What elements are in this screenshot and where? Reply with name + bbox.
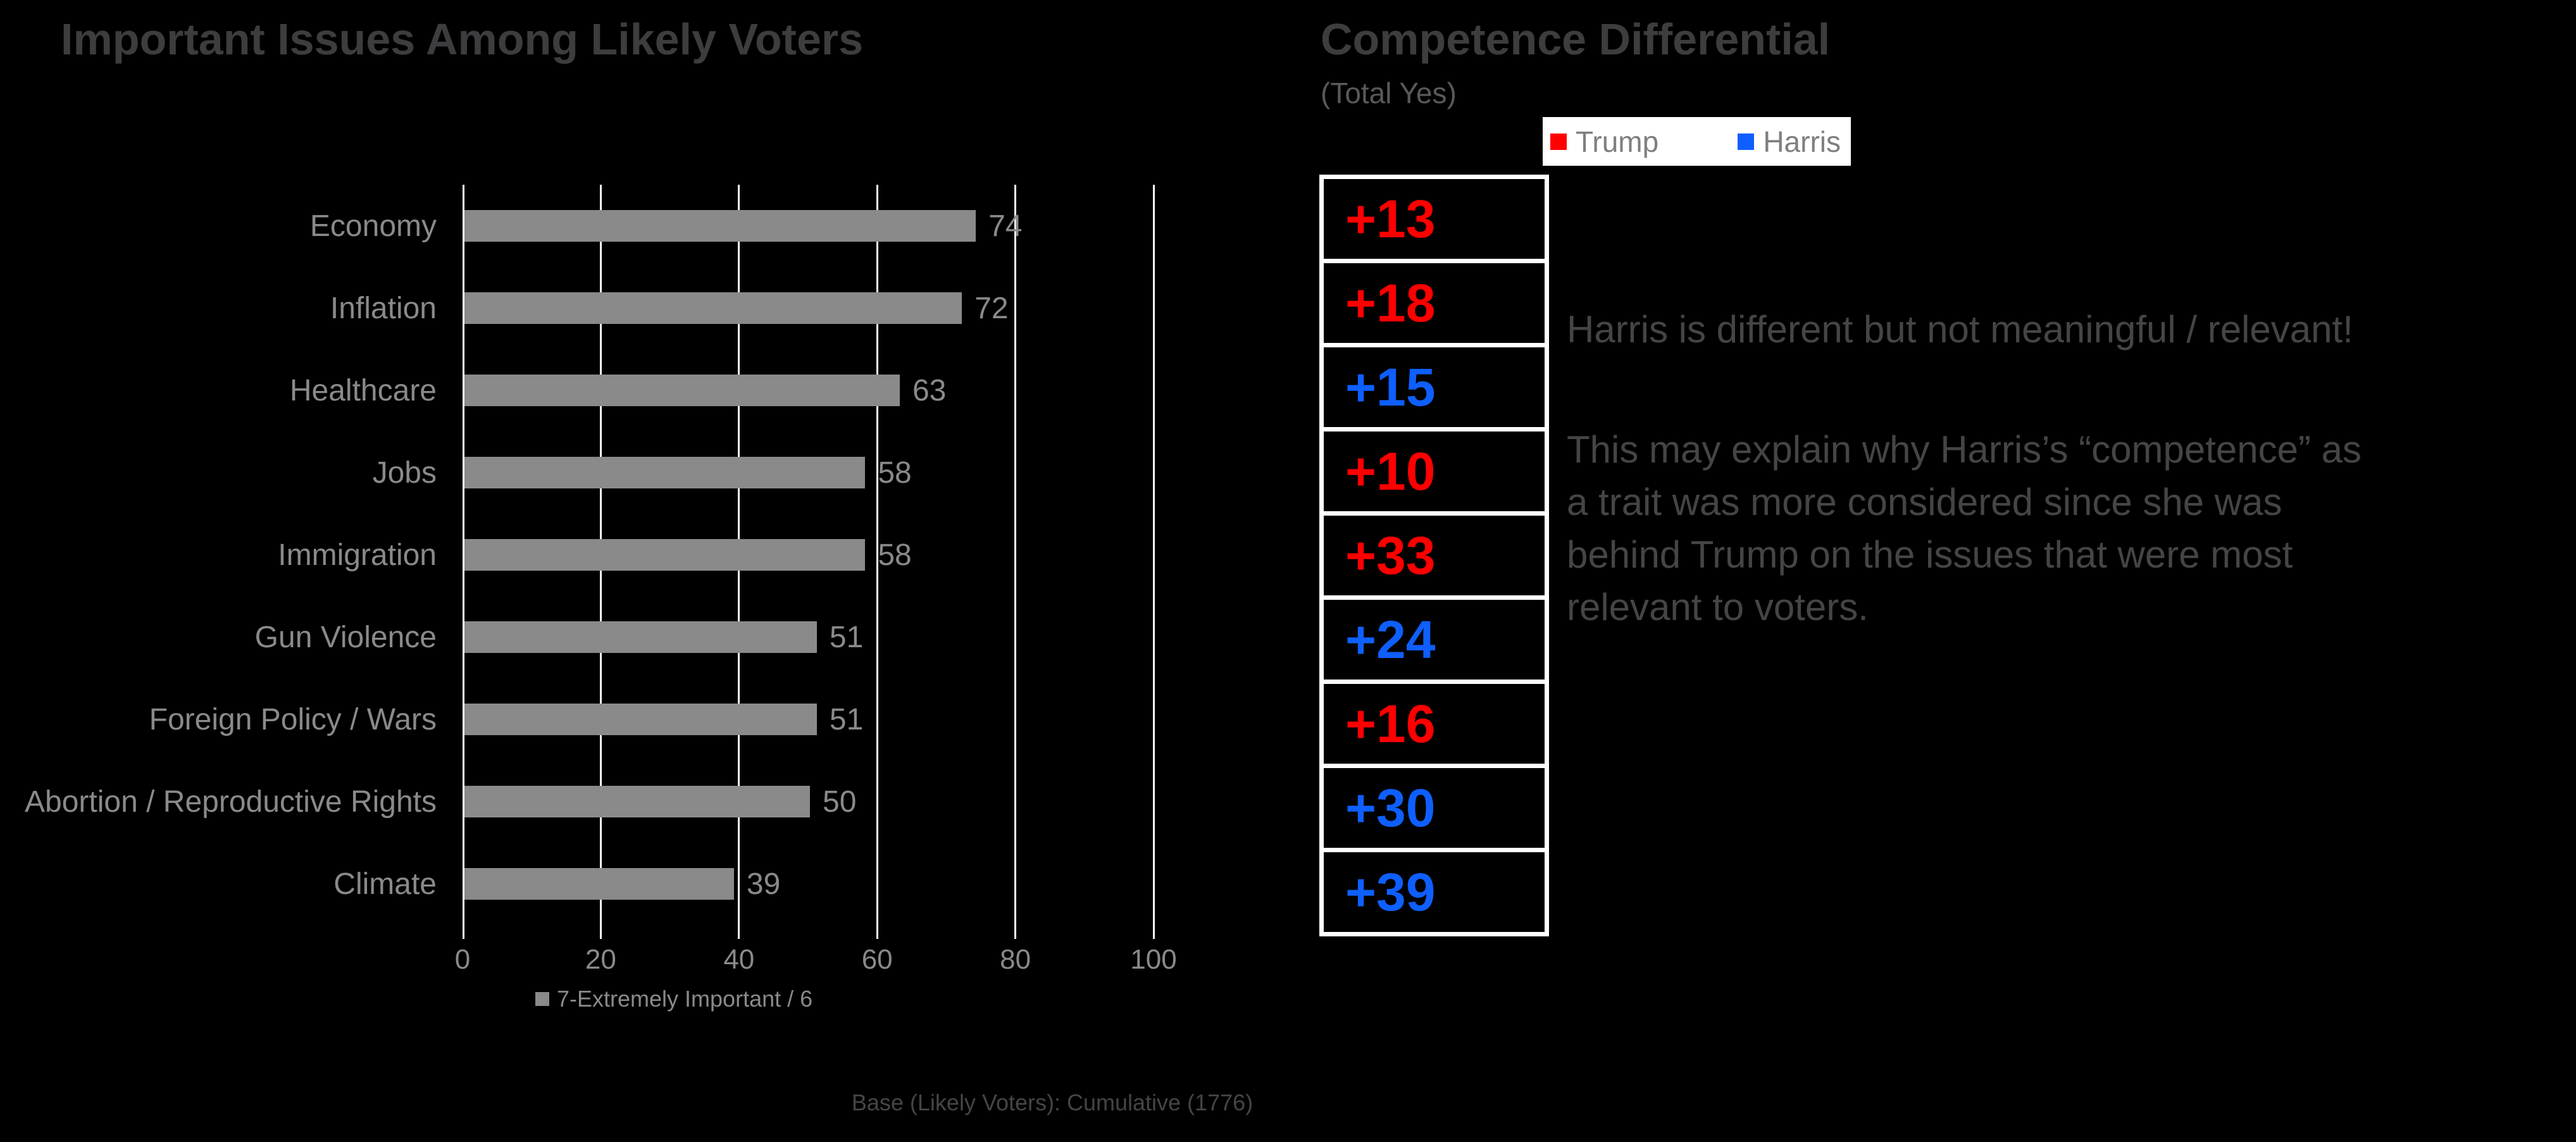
- legend-item-harris: Harris: [1738, 125, 1841, 159]
- axis-tick: [1014, 925, 1017, 939]
- annotation-paragraph: This may explain why Harris’s “competenc…: [1567, 423, 2554, 633]
- legend-swatch-icon: [1550, 133, 1567, 150]
- annotation-line: behind Trump on the issues that were mos…: [1567, 533, 2293, 576]
- category-label: Gun Violence: [254, 620, 437, 654]
- bar-value-label: 51: [829, 702, 864, 736]
- bar: [464, 210, 976, 242]
- bar-value-label: 58: [878, 456, 912, 490]
- category-labels: Economy Inflation Healthcare Jobs Immigratio…: [0, 185, 437, 925]
- annotation-headline: Harris is different but not meaningful /…: [1567, 308, 2353, 351]
- gridline: [876, 185, 878, 925]
- bar: [464, 375, 900, 406]
- right-chart-subtitle: (Total Yes): [1321, 77, 1457, 109]
- bar-row: 51: [464, 678, 1318, 760]
- differential-cell: +33: [1319, 511, 1549, 600]
- axis-tick: [463, 925, 464, 939]
- category-label: Foreign Policy / Wars: [149, 702, 437, 736]
- differential-cell: +39: [1319, 848, 1549, 936]
- base-note: Base (Likely Voters): Cumulative (1776): [851, 1089, 1254, 1115]
- bar-row: 72: [464, 267, 1318, 349]
- bar-row: 50: [464, 760, 1318, 843]
- differential-cell: +18: [1319, 259, 1549, 347]
- legend-swatch-gray-icon: [535, 992, 549, 1006]
- bar: [464, 786, 810, 817]
- x-tick-label: 0: [454, 944, 471, 975]
- bar: [464, 704, 817, 735]
- category-label: Healthcare: [289, 373, 437, 407]
- x-tick-label: 60: [861, 944, 893, 975]
- bar-legend: 7-Extremely Important / 6: [535, 986, 812, 1012]
- differential-cell: +15: [1319, 343, 1549, 431]
- annotation-line: This may explain why Harris’s “competenc…: [1567, 428, 2361, 471]
- category-label: Jobs: [372, 456, 437, 490]
- differential-cell: +10: [1319, 427, 1549, 516]
- category-label: Immigration: [278, 538, 437, 572]
- bar-row: 58: [464, 514, 1318, 596]
- differential-cell: +16: [1319, 680, 1549, 768]
- gridline: [463, 185, 464, 925]
- bar-value-label: 74: [988, 209, 1023, 243]
- differential-cell: +24: [1319, 595, 1549, 684]
- bar-row: 74: [464, 185, 1318, 267]
- bar-value-label: 58: [878, 538, 912, 572]
- bar-plot: 74 72 63 58 58 51 51 50 39: [463, 185, 1155, 939]
- bar-value-label: 63: [912, 373, 947, 407]
- axis-tick: [738, 925, 740, 939]
- bar-legend-label: 7-Extremely Important / 6: [557, 986, 813, 1012]
- bar: [464, 621, 817, 653]
- bar-value-label: 51: [829, 620, 864, 654]
- x-tick-label: 100: [1130, 944, 1177, 975]
- bar-value-label: 72: [974, 291, 1009, 325]
- legend-label: Trump: [1576, 125, 1659, 158]
- bar-row: 51: [464, 596, 1318, 678]
- x-tick-label: 20: [585, 944, 616, 975]
- candidate-legend: Trump Harris: [1543, 117, 1851, 166]
- legend-item-trump: Trump: [1550, 125, 1658, 159]
- bar-row: 63: [464, 349, 1318, 431]
- axis-tick: [599, 925, 602, 939]
- category-label: Inflation: [330, 291, 437, 325]
- category-label: Climate: [333, 867, 437, 901]
- annotation-line: a trait was more considered since she wa…: [1567, 481, 2282, 523]
- x-tick-label: 80: [1000, 944, 1031, 975]
- bar-row: 39: [464, 843, 1318, 925]
- category-label: Abortion / Reproductive Rights: [25, 785, 437, 819]
- x-axis-labels: 0 20 40 60 80 100: [455, 944, 1177, 982]
- category-label: Economy: [309, 209, 437, 243]
- legend-swatch-icon: [1738, 133, 1755, 150]
- gridline: [1152, 185, 1155, 925]
- right-chart-title: Competence Differential: [1321, 15, 1831, 64]
- axis-tick: [1152, 925, 1155, 939]
- bar-value-label: 39: [746, 867, 781, 901]
- differential-cell: +13: [1319, 175, 1549, 263]
- bar-value-label: 50: [823, 785, 857, 819]
- bar: [464, 868, 734, 900]
- differential-cell: +30: [1319, 764, 1549, 852]
- annotation-block: Harris is different but not meaningful /…: [1567, 307, 2554, 633]
- bar-row: 58: [464, 431, 1318, 514]
- bar: [464, 539, 866, 571]
- bar: [464, 457, 866, 488]
- gridline: [1014, 185, 1017, 925]
- axis-tick: [876, 925, 878, 939]
- differential-boxes: +13 +18 +15 +10 +33 +24 +16 +30 +39: [1319, 175, 1549, 936]
- left-chart-title: Important Issues Among Likely Voters: [61, 15, 864, 64]
- x-tick-label: 40: [723, 944, 755, 975]
- annotation-line: relevant to voters.: [1567, 586, 1869, 628]
- bar: [464, 292, 962, 324]
- legend-label: Harris: [1763, 125, 1841, 158]
